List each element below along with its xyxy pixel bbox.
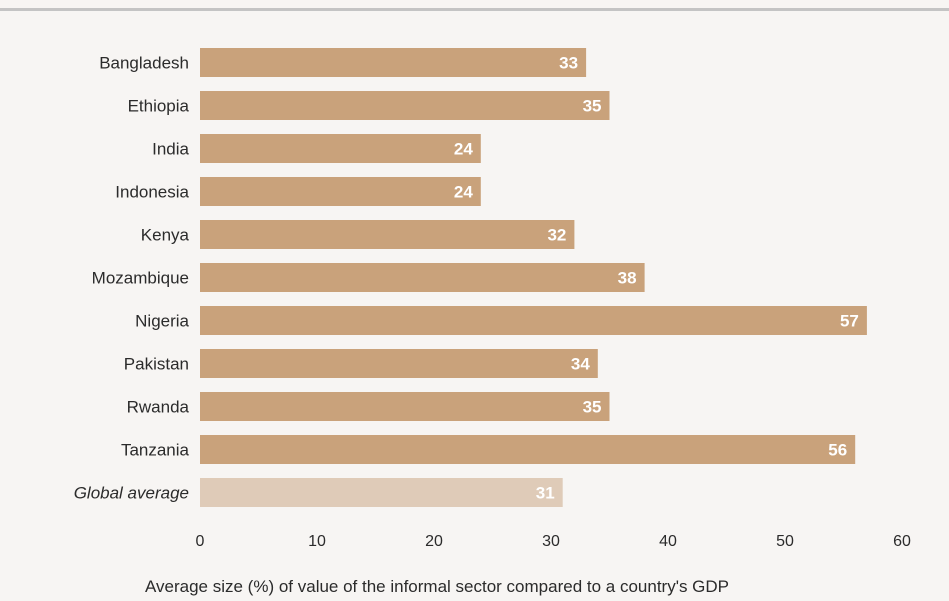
bar-india	[200, 134, 481, 163]
top-rule	[0, 8, 949, 11]
value-label-indonesia: 24	[454, 183, 473, 202]
category-label-global-average: Global average	[74, 484, 189, 503]
x-tick-label-60: 60	[893, 533, 911, 550]
bars-group	[200, 48, 867, 507]
value-label-india: 24	[454, 140, 473, 159]
x-tick-label-20: 20	[425, 533, 443, 550]
category-label-pakistan: Pakistan	[124, 355, 189, 374]
value-label-tanzania: 56	[828, 441, 847, 460]
category-label-ethiopia: Ethiopia	[128, 97, 190, 116]
value-label-global-average: 31	[536, 484, 555, 503]
x-tick-label-30: 30	[542, 533, 560, 550]
value-label-ethiopia: 35	[583, 97, 602, 116]
bar-rwanda	[200, 392, 610, 421]
x-tick-label-0: 0	[196, 533, 205, 550]
bar-nigeria	[200, 306, 867, 335]
bar-tanzania	[200, 435, 856, 464]
value-labels: 33 35 24 24 32 38 57 34 35 56 31	[454, 54, 859, 503]
x-tick-label-50: 50	[776, 533, 794, 550]
bar-indonesia	[200, 177, 481, 206]
x-axis-ticks: 0 10 20 30 40 50 60	[196, 533, 911, 550]
value-label-kenya: 32	[547, 226, 566, 245]
value-label-bangladesh: 33	[559, 54, 578, 73]
bar-pakistan	[200, 349, 598, 378]
category-label-tanzania: Tanzania	[121, 441, 190, 460]
value-label-rwanda: 35	[583, 398, 602, 417]
x-tick-label-40: 40	[659, 533, 677, 550]
category-label-india: India	[152, 140, 189, 159]
value-label-pakistan: 34	[571, 355, 590, 374]
x-axis-label: Average size (%) of value of the informa…	[145, 577, 729, 596]
category-label-kenya: Kenya	[141, 226, 190, 245]
category-label-mozambique: Mozambique	[92, 269, 189, 288]
category-label-indonesia: Indonesia	[115, 183, 189, 202]
category-label-nigeria: Nigeria	[135, 312, 189, 331]
category-label-bangladesh: Bangladesh	[99, 54, 189, 73]
value-label-nigeria: 57	[840, 312, 859, 331]
category-labels: Bangladesh Ethiopia India Indonesia Kenya Moz…	[74, 54, 190, 503]
bar-ethiopia	[200, 91, 610, 120]
bar-mozambique	[200, 263, 645, 292]
category-label-rwanda: Rwanda	[127, 398, 190, 417]
bar-bangladesh	[200, 48, 587, 77]
x-tick-label-10: 10	[308, 533, 326, 550]
value-label-mozambique: 38	[618, 269, 637, 288]
bar-global-average	[200, 478, 563, 507]
bar-kenya	[200, 220, 575, 249]
